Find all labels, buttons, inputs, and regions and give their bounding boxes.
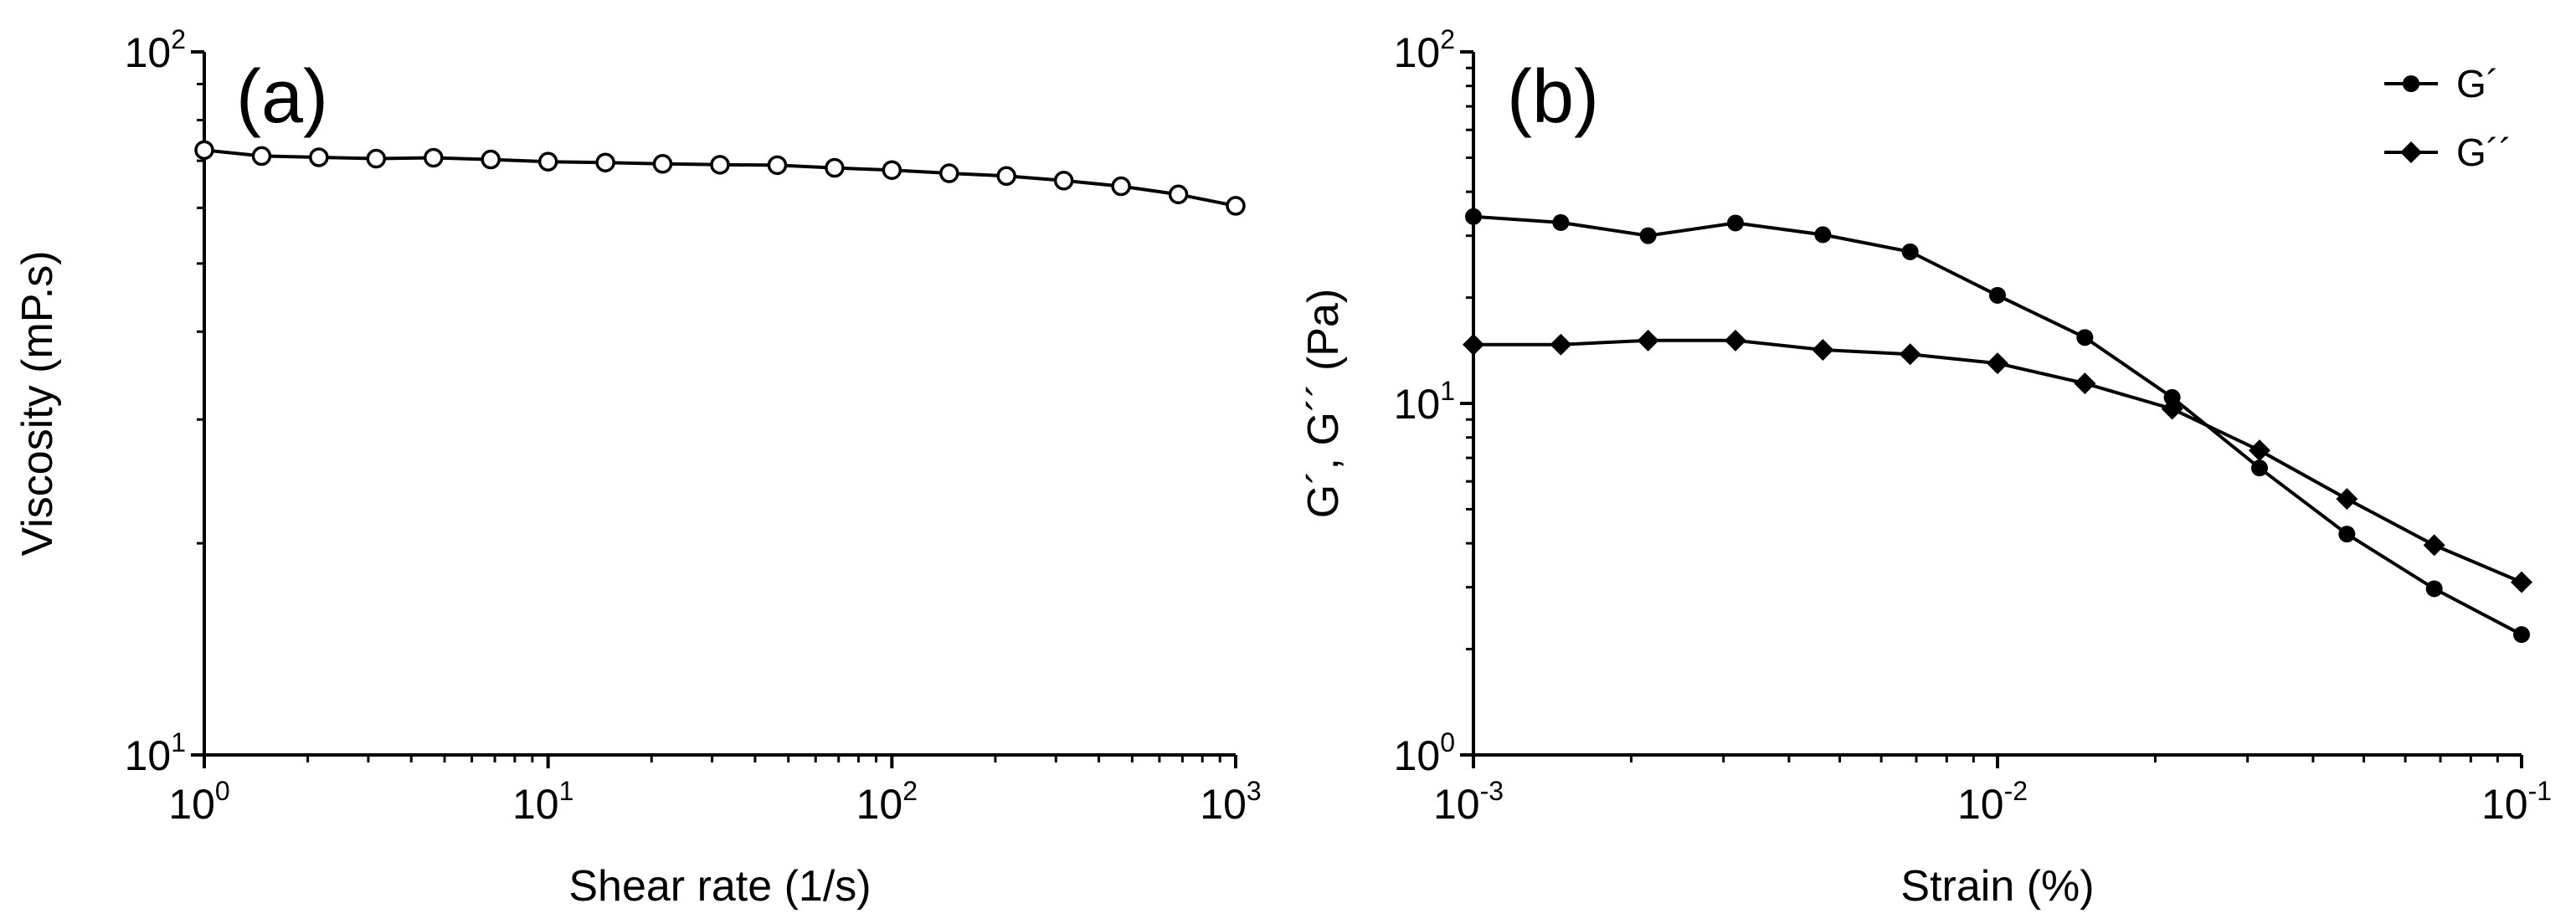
panel-b-label: (b) <box>1507 55 1599 139</box>
panel-b-y-tick-label-0: 100 <box>1394 727 1455 779</box>
panel-b-series-0-point-12 <box>2513 626 2530 644</box>
panel-a-series-0-point-2 <box>309 147 329 167</box>
panel-b-series-0-point-8 <box>2163 388 2181 406</box>
panel-b-series-1-point-10 <box>2336 488 2358 511</box>
panel-a-y-tick-label-0: 101 <box>125 727 186 779</box>
panel-a-series-0-point-5 <box>481 149 501 170</box>
panel-b-series-1-point-9 <box>2248 439 2270 462</box>
panel-b-series-1-point-12 <box>2511 571 2532 593</box>
panel-b-y-tick-label-1: 101 <box>1394 376 1455 428</box>
panel-a-series-0-point-4 <box>424 147 444 168</box>
panel-a-x-tick-label-2: 102 <box>856 776 918 828</box>
panel-b-series-0-point-6 <box>1989 286 2006 304</box>
panel-a-label: (a) <box>236 55 328 139</box>
panel-b-series-0-point-3 <box>1726 214 1744 232</box>
panel-a-series-0-point-1 <box>251 146 272 167</box>
panel-b-series-1-point-4 <box>1812 339 1834 362</box>
panel-a-series-0-point-12 <box>882 160 902 180</box>
panel-b-series-1-point-11 <box>2423 534 2445 557</box>
panel-a-series-0-point-8 <box>652 154 673 174</box>
panel-b-x-axis-label: Strain (%) <box>1900 862 2094 911</box>
panel-a-series-0-point-15 <box>1053 171 1074 191</box>
panel-a-series-0-point-16 <box>1111 176 1131 197</box>
legend-label-g-prime: G´ <box>2456 62 2499 105</box>
panel-b-series-0-point-5 <box>1901 243 1919 260</box>
panel-b-series-0-point-1 <box>1552 213 1570 231</box>
panel-a-series-0-point-0 <box>194 140 214 161</box>
panel-a-x-tick-label-1: 101 <box>512 776 573 828</box>
legend-marker-g-double-prime <box>2400 141 2422 163</box>
panel-a-series-0-point-7 <box>595 152 615 172</box>
panel-b-y-tick-label-2: 102 <box>1394 24 1455 76</box>
panel-b-series-0-point-10 <box>2338 526 2356 543</box>
panel-a-series-0-point-10 <box>767 155 788 176</box>
panel-b-series-0-point-0 <box>1465 208 1482 225</box>
panel-a-x-tick-label-0: 100 <box>168 776 229 828</box>
legend-item-g-prime: G´ <box>2384 62 2499 105</box>
panel-a-series-0-point-18 <box>1226 196 1246 216</box>
panel-b-series-1-point-5 <box>1899 343 1921 366</box>
panel-a-series-0-point-3 <box>366 148 387 169</box>
panel-a-y-axis-label: Viscosity (mP.s) <box>13 250 62 556</box>
panel-b-legend: G´ G´´ <box>2384 62 2512 174</box>
panel-b-series-0-point-9 <box>2250 459 2268 477</box>
panel-b-series-1-point-3 <box>1724 329 1746 352</box>
panel-a-series-0-point-17 <box>1168 184 1189 205</box>
panel-a-series-0-point-11 <box>825 157 845 178</box>
panel-b-series-0-point-4 <box>1814 226 1832 244</box>
panel-a-x-axis-label: Shear rate (1/s) <box>568 862 871 911</box>
panel-a-series-0-point-9 <box>710 155 730 175</box>
panel-b-series-0-point-7 <box>2076 329 2094 346</box>
panel-b-series-1-point-0 <box>1463 333 1484 356</box>
panel-a-x-tick-label-3: 103 <box>1200 776 1261 828</box>
panel-b-series-0-line <box>1473 214 2522 636</box>
legend-item-g-double-prime: G´´ <box>2384 131 2512 174</box>
panel-b-series-1-point-1 <box>1550 333 1572 356</box>
panel-b-series-0-point-11 <box>2425 580 2443 598</box>
panel-b-series-1-point-8 <box>2161 398 2183 420</box>
panel-a-y-tick-label-1: 102 <box>125 24 186 76</box>
panel-b-x-tick-label-1: 10-2 <box>1957 776 2028 828</box>
panel-b-modulus-chart: 10-3 10-2 10-1 100 101 102 (b) Strain (%) G´,… <box>1299 24 2552 911</box>
legend-label-g-double-prime: G´´ <box>2456 131 2512 174</box>
panel-b-y-axis-label: G´, G´´ (Pa) <box>1299 289 1348 518</box>
legend-marker-g-prime <box>2403 75 2419 92</box>
panel-a-series-0-point-6 <box>537 151 558 172</box>
panel-a-series-0-point-13 <box>939 163 959 183</box>
panel-b-x-tick-label-2: 10-1 <box>2481 776 2552 828</box>
panel-b-x-tick-label-0: 10-3 <box>1433 776 1504 828</box>
panel-b-series-1-point-6 <box>1987 352 2008 375</box>
panel-a-series-0-point-14 <box>996 166 1016 187</box>
panel-b-series-1-point-2 <box>1637 329 1659 352</box>
panel-b-series-1-point-7 <box>2074 372 2096 395</box>
panel-b-series-0-point-2 <box>1639 227 1657 244</box>
